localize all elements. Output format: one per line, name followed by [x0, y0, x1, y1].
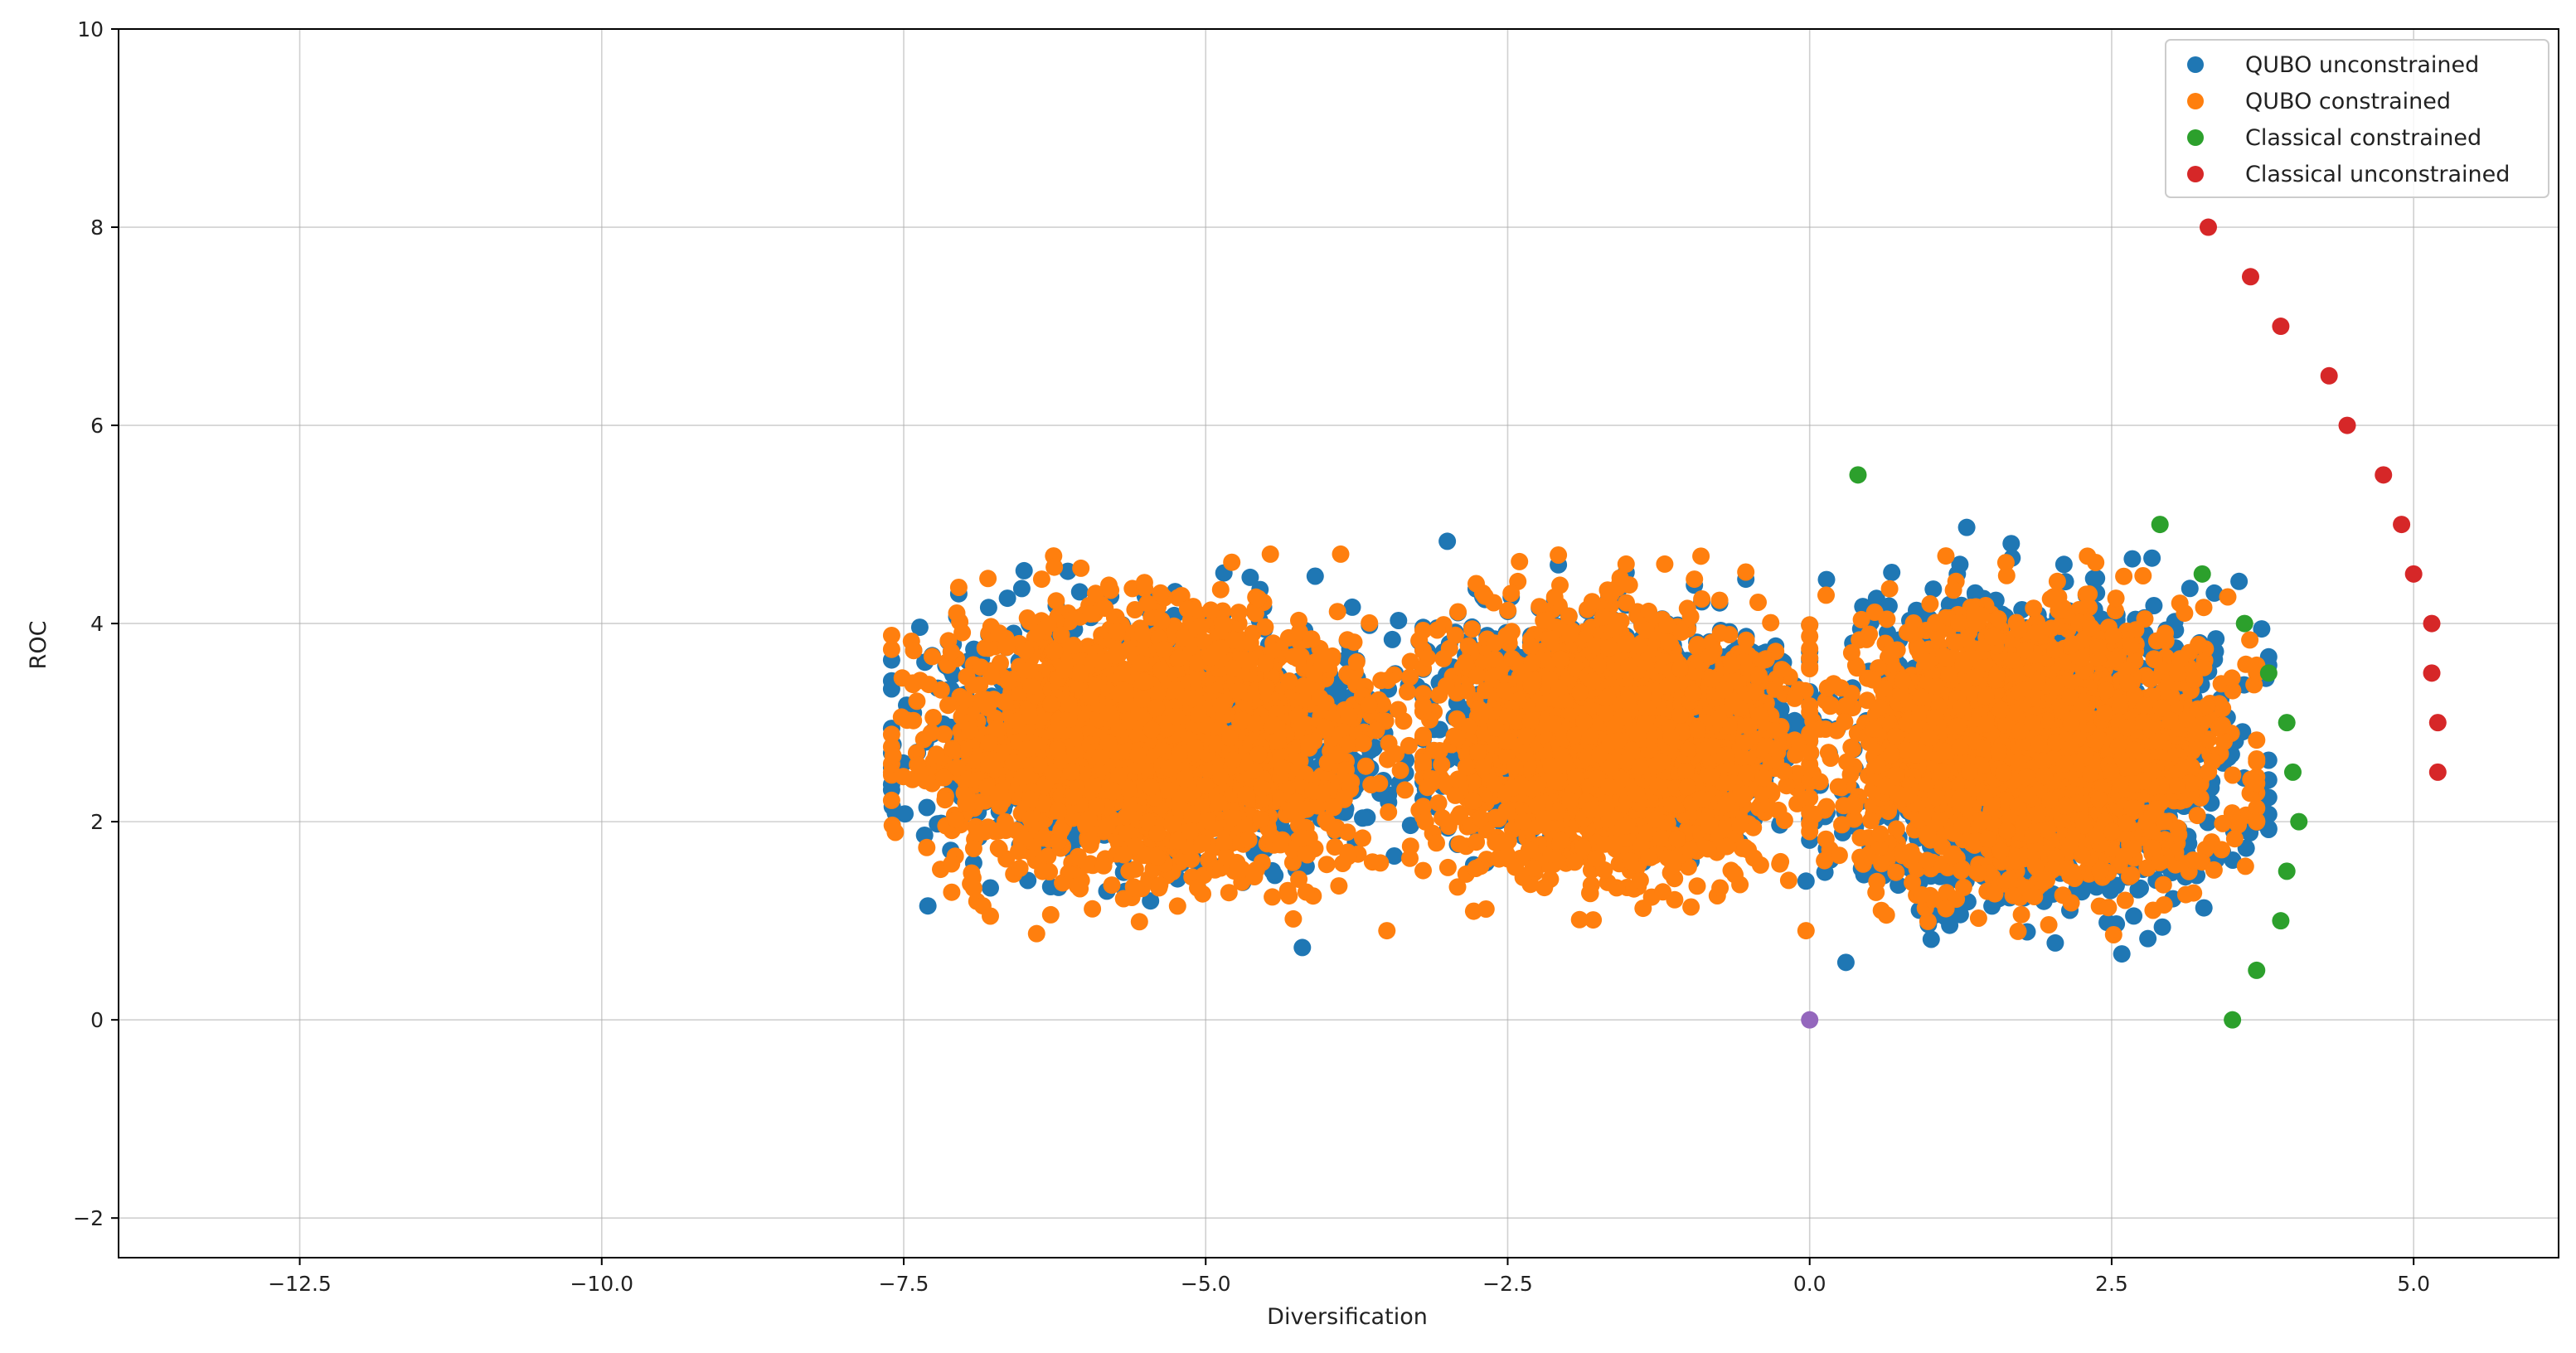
scatter-point [933, 681, 950, 699]
scatter-point [1399, 683, 1416, 701]
scatter-point [2143, 550, 2161, 567]
scatter-point [999, 589, 1016, 607]
scatter-point [1818, 571, 1836, 589]
scatter-point [1924, 580, 1942, 598]
scatter-point [1016, 562, 1033, 580]
scatter-point [919, 897, 937, 914]
scatter-point [918, 839, 935, 856]
scatter-point [2181, 580, 2199, 597]
scatter-point [1293, 938, 1311, 956]
scatter-point [2154, 919, 2171, 936]
scatter-point [2113, 945, 2131, 963]
scatter-point [1329, 603, 1346, 620]
scatter-point [1104, 876, 1121, 894]
scatter-point [1013, 580, 1031, 597]
scatter-point [965, 840, 982, 857]
scatter-point [1797, 872, 1815, 890]
scatter-point [982, 880, 999, 897]
scatter-point [1384, 631, 1401, 648]
scatter-point [1438, 532, 1456, 550]
scatter-point [2125, 907, 2142, 924]
scatter-point [1357, 758, 1375, 775]
scatter-point [1131, 913, 1148, 930]
scatter-point [2055, 555, 2073, 573]
scatter-point [919, 799, 936, 817]
scatter-point [1330, 877, 1347, 895]
scatter-point [1072, 560, 1089, 577]
scatter-point [1379, 672, 1396, 689]
scatter-point [1390, 612, 1407, 629]
scatter-point [936, 791, 953, 808]
scatter-point [1923, 931, 1940, 948]
scatter-point [2123, 550, 2141, 568]
scatter-point [2195, 900, 2213, 917]
scatter-point [908, 692, 925, 710]
scatter-point [2230, 573, 2248, 590]
scatter-point [1084, 900, 1101, 918]
scatter-point [1354, 809, 1371, 827]
scatter-point [1883, 564, 1900, 581]
scatter-point [1958, 519, 1976, 536]
scatter-point [1223, 554, 1240, 571]
scatter-point [1837, 953, 1855, 971]
scatter-point [924, 709, 942, 726]
scatter-point [980, 599, 997, 616]
scatter-point [1307, 568, 1324, 585]
scatter-point [2139, 930, 2156, 948]
scatter-point [2046, 934, 2064, 952]
scatter-point [1941, 917, 1958, 934]
scatter-point [1344, 599, 1361, 616]
